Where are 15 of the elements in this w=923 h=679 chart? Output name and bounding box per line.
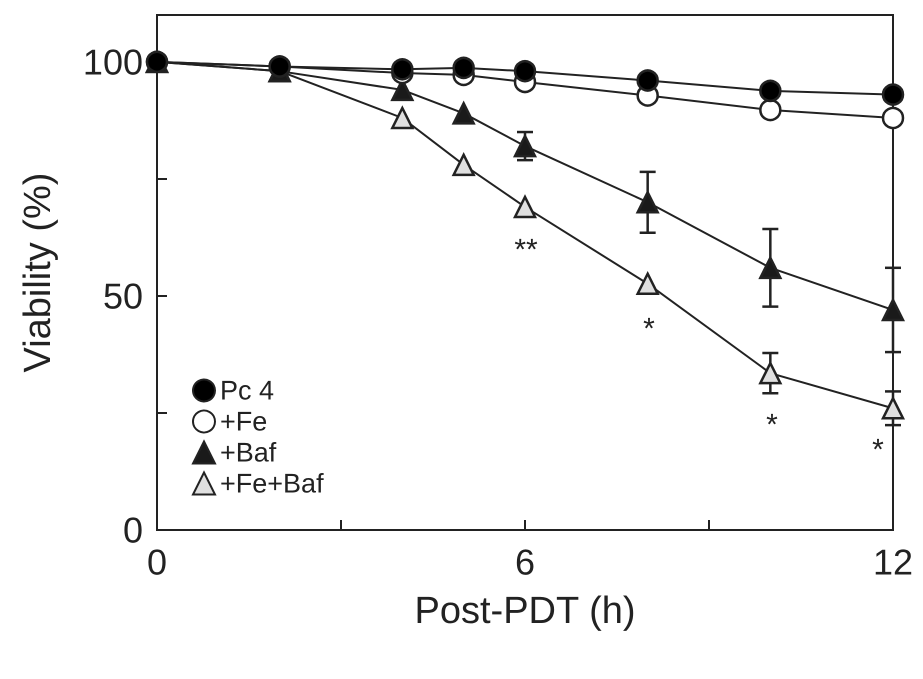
annotation: * xyxy=(643,312,656,346)
legend-label: +Baf xyxy=(220,438,277,468)
annotation: * xyxy=(766,408,778,442)
annotation: * xyxy=(872,434,884,466)
y-axis-title: Viability (%) xyxy=(17,172,59,372)
legend-label: Pc 4 xyxy=(220,376,274,406)
y-tick-label: 0 xyxy=(122,510,143,550)
y-tick-label: 50 xyxy=(102,275,143,316)
legend-label: +Fe+Baf xyxy=(220,468,324,498)
annotation: ** xyxy=(514,234,538,266)
x-tick-label: 6 xyxy=(514,542,536,582)
x-axis-title: Post-PDT (h) xyxy=(414,590,636,632)
x-tick-label: 12 xyxy=(872,542,914,582)
y-tick-label: 100 xyxy=(82,41,143,82)
legend-label: +Fe xyxy=(220,406,268,436)
